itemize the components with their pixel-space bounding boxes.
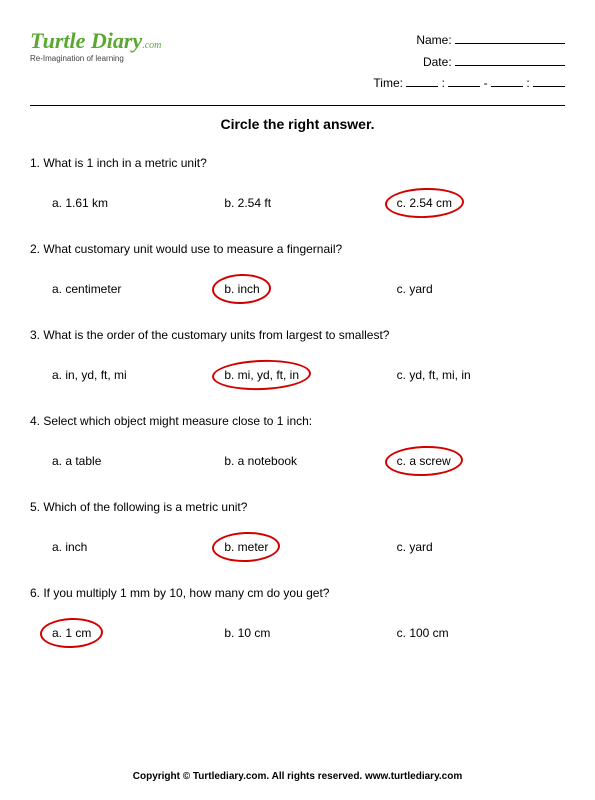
option-text-circled: b. meter: [220, 538, 272, 556]
question: 4. Select which object might measure clo…: [30, 414, 565, 470]
time-blank-3[interactable]: [491, 75, 523, 87]
option-text-circled: c. a screw: [393, 452, 455, 470]
divider: [30, 105, 565, 106]
option-text: a. inch: [48, 538, 91, 556]
option[interactable]: b. inch: [220, 280, 392, 298]
question: 2. What customary unit would use to meas…: [30, 242, 565, 298]
date-line: Date:: [373, 52, 565, 74]
question: 3. What is the order of the customary un…: [30, 328, 565, 384]
question: 6. If you multiply 1 mm by 10, how many …: [30, 586, 565, 642]
date-blank[interactable]: [455, 54, 565, 66]
option[interactable]: c. yd, ft, mi, in: [393, 366, 565, 384]
option[interactable]: a. a table: [48, 452, 220, 470]
option[interactable]: a. 1.61 km: [48, 194, 220, 212]
questions-area: 1. What is 1 inch in a metric unit? a. 1.…: [30, 156, 565, 642]
option[interactable]: c. yard: [393, 538, 565, 556]
logo-suffix: .com: [142, 40, 161, 51]
option-text-circled: a. 1 cm: [48, 624, 95, 642]
option-text: c. yd, ft, mi, in: [393, 366, 475, 384]
worksheet-page: Turtle Diary.com Re-Imagination of learn…: [0, 0, 595, 692]
question-text: 1. What is 1 inch in a metric unit?: [30, 156, 565, 170]
option-text: c. yard: [393, 538, 437, 556]
option-text: a. 1.61 km: [48, 194, 112, 212]
option-text: b. a notebook: [220, 452, 301, 470]
option-text: c. yard: [393, 280, 437, 298]
options-row: a. a table b. a notebook c. a screw: [30, 452, 565, 470]
option-text: a. in, yd, ft, mi: [48, 366, 131, 384]
option[interactable]: c. a screw: [393, 452, 565, 470]
option-text: b. 10 cm: [220, 624, 274, 642]
instruction: Circle the right answer.: [30, 116, 565, 132]
option[interactable]: a. in, yd, ft, mi: [48, 366, 220, 384]
header: Turtle Diary.com Re-Imagination of learn…: [30, 30, 565, 95]
option[interactable]: b. 10 cm: [220, 624, 392, 642]
logo-area: Turtle Diary.com Re-Imagination of learn…: [30, 30, 161, 95]
question-text: 2. What customary unit would use to meas…: [30, 242, 565, 256]
time-line: Time: : - :: [373, 73, 565, 95]
option[interactable]: b. mi, yd, ft, in: [220, 366, 392, 384]
option[interactable]: b. 2.54 ft: [220, 194, 392, 212]
question: 5. Which of the following is a metric un…: [30, 500, 565, 556]
question-text: 5. Which of the following is a metric un…: [30, 500, 565, 514]
option-text: a. a table: [48, 452, 105, 470]
options-row: a. centimeter b. inch c. yard: [30, 280, 565, 298]
option-text-circled: b. inch: [220, 280, 263, 298]
time-blank-2[interactable]: [448, 75, 480, 87]
option[interactable]: b. meter: [220, 538, 392, 556]
option-text-circled: b. mi, yd, ft, in: [220, 366, 303, 384]
option[interactable]: c. 100 cm: [393, 624, 565, 642]
options-row: a. in, yd, ft, mi b. mi, yd, ft, in c. yd,…: [30, 366, 565, 384]
logo-text: Turtle Diary: [30, 28, 142, 53]
option[interactable]: a. inch: [48, 538, 220, 556]
option-text: a. centimeter: [48, 280, 125, 298]
date-label: Date:: [423, 55, 452, 69]
time-label: Time:: [373, 76, 403, 90]
option-text-circled: c. 2.54 cm: [393, 194, 456, 212]
options-row: a. 1.61 km b. 2.54 ft c. 2.54 cm: [30, 194, 565, 212]
time-blank-4[interactable]: [533, 75, 565, 87]
question-text: 6. If you multiply 1 mm by 10, how many …: [30, 586, 565, 600]
option[interactable]: a. 1 cm: [48, 624, 220, 642]
question: 1. What is 1 inch in a metric unit? a. 1.…: [30, 156, 565, 212]
footer: Copyright © Turtlediary.com. All rights …: [0, 771, 595, 782]
name-line: Name:: [373, 30, 565, 52]
time-blank-1[interactable]: [406, 75, 438, 87]
logo: Turtle Diary.com: [30, 30, 161, 52]
options-row: a. inch b. meter c. yard: [30, 538, 565, 556]
tagline: Re-Imagination of learning: [30, 54, 161, 63]
name-blank[interactable]: [455, 32, 565, 44]
option[interactable]: c. yard: [393, 280, 565, 298]
option[interactable]: c. 2.54 cm: [393, 194, 565, 212]
option[interactable]: b. a notebook: [220, 452, 392, 470]
info-fields: Name: Date: Time: : - :: [373, 30, 565, 95]
option[interactable]: a. centimeter: [48, 280, 220, 298]
question-text: 4. Select which object might measure clo…: [30, 414, 565, 428]
question-text: 3. What is the order of the customary un…: [30, 328, 565, 342]
options-row: a. 1 cm b. 10 cm c. 100 cm: [30, 624, 565, 642]
name-label: Name:: [416, 33, 451, 47]
option-text: b. 2.54 ft: [220, 194, 275, 212]
option-text: c. 100 cm: [393, 624, 453, 642]
